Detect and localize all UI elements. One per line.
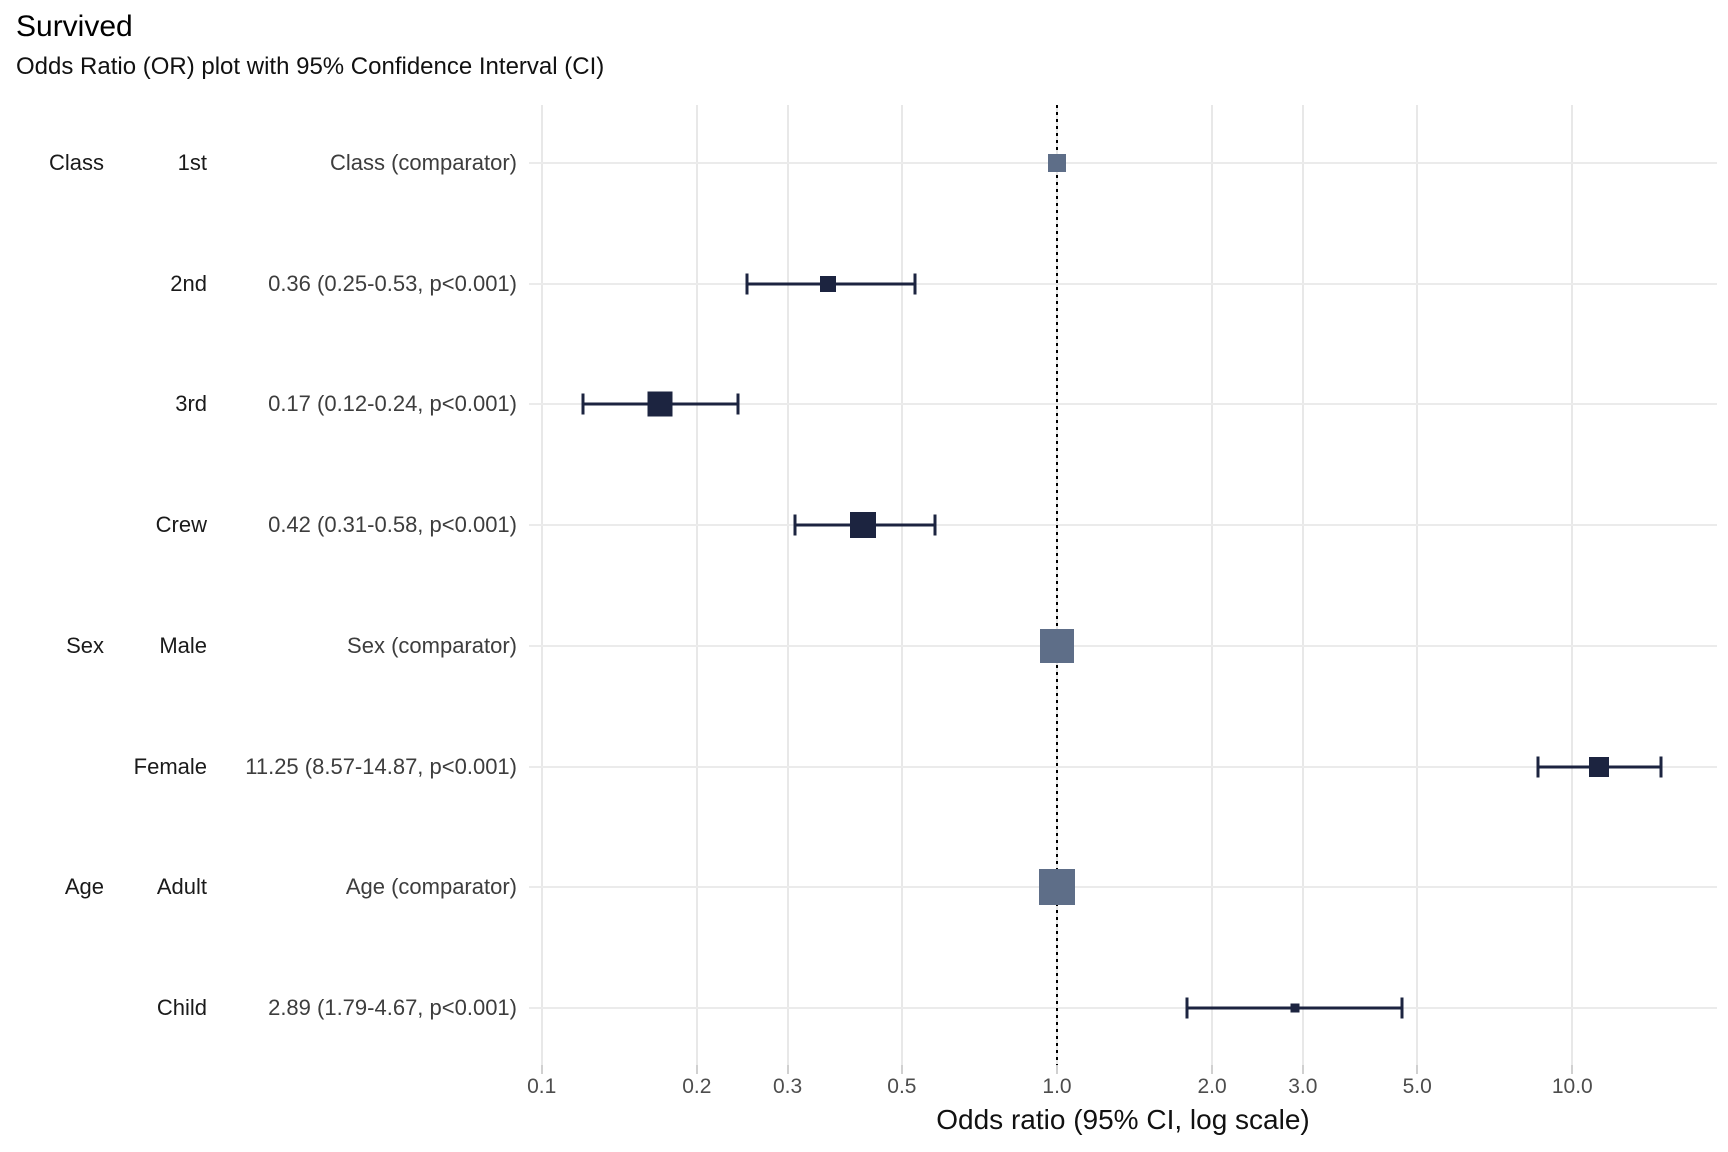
x-tick-mark xyxy=(540,1065,543,1074)
chart-subtitle: Odds Ratio (OR) plot with 95% Confidence… xyxy=(16,53,605,80)
x-gridline xyxy=(695,105,698,1065)
x-tick-label: 0.5 xyxy=(887,1075,917,1098)
or-marker xyxy=(1588,756,1609,777)
x-gridline xyxy=(900,105,903,1065)
row-level-label: Adult xyxy=(156,874,207,900)
x-tick-mark xyxy=(900,1065,903,1074)
ci-cap-high xyxy=(1400,997,1404,1019)
ci-cap-high xyxy=(736,393,740,415)
x-tick-label: 3.0 xyxy=(1288,1075,1318,1098)
ci-cap-high xyxy=(1659,756,1663,778)
x-tick-mark xyxy=(1571,1065,1574,1074)
x-tick-mark xyxy=(1211,1065,1214,1074)
or-marker xyxy=(849,512,876,539)
ci-cap-high xyxy=(933,514,937,536)
ci-cap-low xyxy=(745,273,749,295)
row-level-label: 1st xyxy=(177,150,207,175)
or-marker xyxy=(1290,1003,1299,1013)
row-gridline xyxy=(529,644,1717,647)
x-tick-mark xyxy=(786,1065,789,1074)
row-group-label: Class xyxy=(48,150,104,175)
x-gridline xyxy=(1301,105,1304,1065)
x-tick-label: 0.1 xyxy=(527,1075,557,1098)
x-tick-label: 10.0 xyxy=(1551,1075,1593,1098)
x-tick-mark xyxy=(1416,1065,1419,1074)
x-tick-mark xyxy=(1301,1065,1304,1074)
row-level-label: Male xyxy=(159,632,207,658)
row-level-label: Female xyxy=(133,753,207,779)
row-estimate-label: 2.89 (1.79-4.67, p<0.001) xyxy=(268,994,517,1020)
row-gridline xyxy=(529,282,1717,285)
x-gridline xyxy=(1211,105,1214,1065)
x-gridline xyxy=(786,105,789,1065)
x-tick-label: 0.3 xyxy=(772,1075,803,1098)
row-gridline xyxy=(529,524,1717,527)
x-tick-mark xyxy=(695,1065,698,1074)
row-estimate-label: Age (comparator) xyxy=(345,874,517,900)
row-gridline xyxy=(529,1006,1717,1009)
chart-title: Survived xyxy=(16,10,133,43)
row-level-label: 3rd xyxy=(175,391,207,417)
row-estimate-label: 0.36 (0.25-0.53, p<0.001) xyxy=(268,270,517,296)
x-tick-label: 0.2 xyxy=(682,1075,712,1098)
x-tick-label: 1.0 xyxy=(1042,1075,1072,1098)
ci-cap-high xyxy=(913,273,917,295)
or-marker xyxy=(647,391,673,417)
or-marker xyxy=(1048,154,1066,172)
ci-cap-low xyxy=(1185,997,1189,1019)
ci-cap-low xyxy=(793,514,797,536)
x-tick-label: 2.0 xyxy=(1197,1075,1227,1098)
row-estimate-label: 0.42 (0.31-0.58, p<0.001) xyxy=(268,512,517,538)
row-gridline xyxy=(529,162,1717,164)
row-level-label: Crew xyxy=(155,512,207,538)
row-gridline xyxy=(529,403,1717,406)
or-marker xyxy=(1039,869,1075,906)
ci-cap-low xyxy=(1536,756,1540,778)
row-estimate-label: Class (comparator) xyxy=(329,150,517,175)
x-axis-title: Odds ratio (95% CI, log scale) xyxy=(936,1104,1310,1135)
row-group-label: Age xyxy=(64,874,104,900)
x-gridline xyxy=(1571,105,1574,1065)
row-estimate-label: Sex (comparator) xyxy=(347,632,517,658)
x-tick-mark xyxy=(1056,1065,1058,1074)
row-gridline xyxy=(529,765,1717,768)
x-gridline xyxy=(540,105,543,1065)
row-level-label: 2nd xyxy=(170,270,207,296)
x-gridline xyxy=(1416,105,1419,1065)
or-marker xyxy=(820,275,837,292)
row-level-label: Child xyxy=(156,994,207,1020)
row-estimate-label: 0.17 (0.12-0.24, p<0.001) xyxy=(268,391,517,417)
x-tick-label: 5.0 xyxy=(1402,1075,1432,1098)
or-marker xyxy=(1040,628,1074,663)
ci-cap-low xyxy=(581,393,584,415)
row-group-label: Sex xyxy=(66,632,104,658)
reference-line xyxy=(1056,105,1058,1065)
row-estimate-label: 11.25 (8.57-14.87, p<0.001) xyxy=(245,753,517,779)
row-gridline xyxy=(529,886,1717,889)
